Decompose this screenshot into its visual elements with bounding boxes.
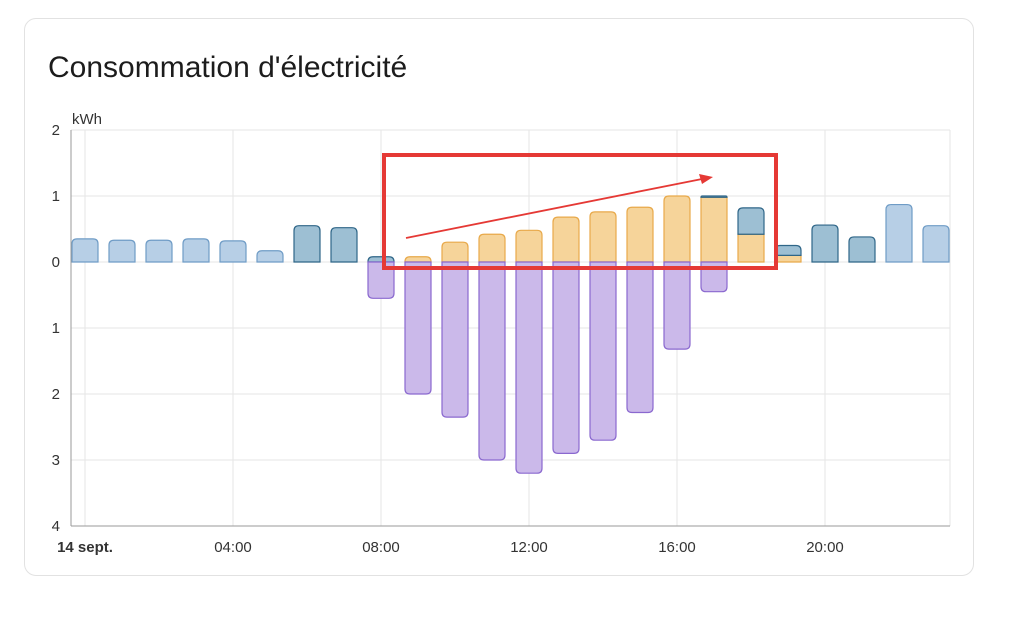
x-tick-label: 14 sept. bbox=[57, 539, 113, 556]
y-tick-label: 2 bbox=[52, 386, 60, 403]
bar-grid_light-02:00 bbox=[145, 239, 173, 263]
bar-solar_used-18:00 bbox=[737, 233, 765, 263]
card-title: Consommation d'électricité bbox=[48, 51, 408, 84]
chart-bars bbox=[71, 195, 950, 474]
bar-returned-13:00 bbox=[552, 261, 580, 454]
bar-grid_light-05:00 bbox=[256, 250, 284, 263]
annotation-arrowhead bbox=[699, 174, 713, 184]
bar-solar_used-16:00 bbox=[663, 195, 691, 263]
bar-returned-08:00 bbox=[367, 261, 395, 299]
bar-grid_dark-18:00 bbox=[737, 207, 765, 235]
x-tick-label: 04:00 bbox=[214, 539, 252, 556]
bar-returned-11:00 bbox=[478, 261, 506, 461]
x-tick-label: 08:00 bbox=[362, 539, 400, 556]
bar-solar_used-11:00 bbox=[478, 233, 506, 263]
bar-returned-09:00 bbox=[404, 261, 432, 395]
y-tick-label: 1 bbox=[52, 188, 60, 205]
bar-solar_used-13:00 bbox=[552, 216, 580, 263]
bar-grid_dark-17:00 bbox=[700, 195, 728, 198]
bar-grid_light-23:00 bbox=[922, 225, 950, 263]
bar-solar_used-09:00 bbox=[404, 256, 432, 263]
bar-returned-10:00 bbox=[441, 261, 469, 418]
x-tick-label: 20:00 bbox=[806, 539, 844, 556]
y-tick-label: 1 bbox=[52, 320, 60, 337]
bar-grid_dark-07:00 bbox=[330, 227, 358, 263]
bar-grid_dark-20:00 bbox=[811, 224, 839, 263]
bar-returned-15:00 bbox=[626, 261, 654, 414]
chart-gridlines bbox=[71, 129, 951, 527]
bar-grid_dark-19:00 bbox=[774, 244, 802, 256]
bar-solar_used-12:00 bbox=[515, 229, 543, 263]
bar-solar_used-17:00 bbox=[700, 196, 728, 263]
bar-returned-14:00 bbox=[589, 261, 617, 441]
x-tick-label: 16:00 bbox=[658, 539, 696, 556]
red-annotation bbox=[382, 153, 778, 270]
bar-returned-16:00 bbox=[663, 261, 691, 350]
bar-grid_light-01:00 bbox=[108, 239, 136, 263]
bar-grid_light-04:00 bbox=[219, 240, 247, 263]
bar-grid_light-00:00 bbox=[71, 238, 99, 263]
bar-solar_used-14:00 bbox=[589, 211, 617, 263]
bar-returned-12:00 bbox=[515, 261, 543, 474]
annotation-arrow bbox=[405, 178, 703, 239]
x-tick-label: 12:00 bbox=[510, 539, 548, 556]
bar-grid_light-22:00 bbox=[885, 203, 913, 263]
bar-solar_used-15:00 bbox=[626, 206, 654, 263]
annotation-box bbox=[382, 153, 778, 270]
y-tick-label: 0 bbox=[52, 254, 60, 271]
bar-grid_light-03:00 bbox=[182, 238, 210, 263]
bar-grid_dark-08:00 bbox=[367, 256, 395, 263]
y-tick-label: 3 bbox=[52, 452, 60, 469]
y-tick-label: 2 bbox=[52, 122, 60, 139]
y-axis-unit-label: kWh bbox=[72, 111, 102, 128]
bar-grid_dark-06:00 bbox=[293, 225, 321, 263]
chart-axes: 2 1 0 1 2 3 4 14 sept. 04:00 08:00 12:00 16:00 20:00 bbox=[52, 122, 950, 556]
y-tick-label: 4 bbox=[52, 518, 60, 535]
bar-solar_used-19:00 bbox=[774, 254, 802, 263]
bar-grid_dark-21:00 bbox=[848, 236, 876, 263]
bar-solar_used-10:00 bbox=[441, 241, 469, 263]
